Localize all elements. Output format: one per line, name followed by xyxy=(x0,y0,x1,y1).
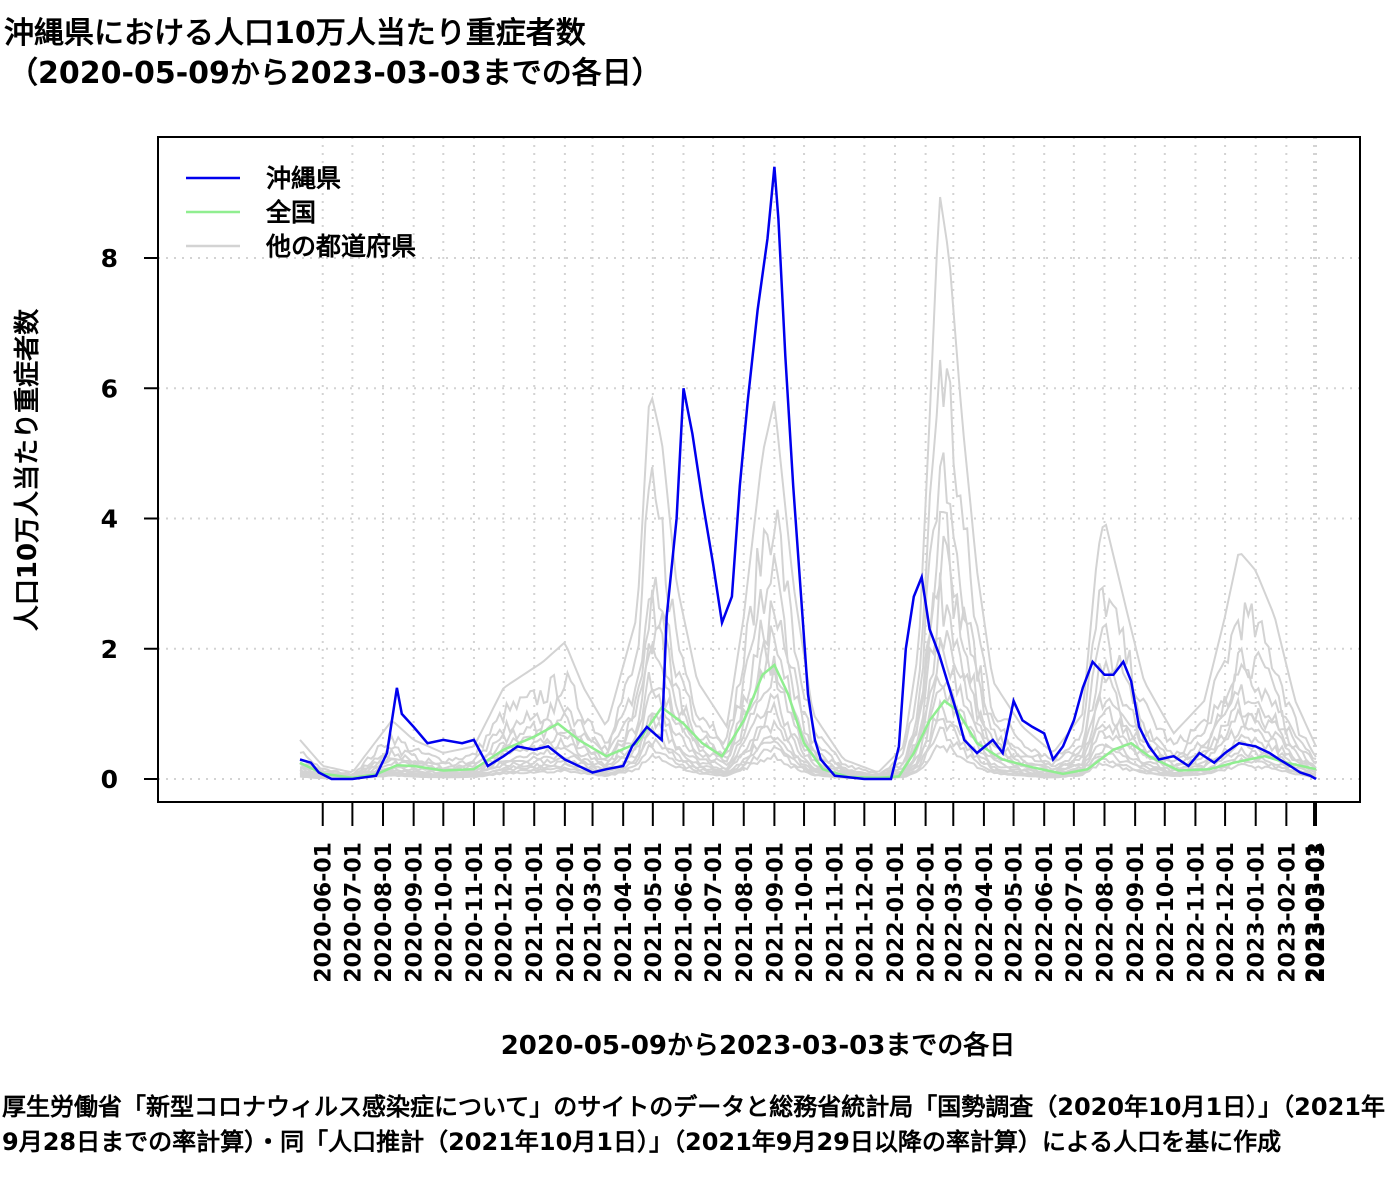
x-tick-label: 2020-09-01 xyxy=(403,842,428,983)
legend-label: 全国 xyxy=(265,198,316,227)
chart-title: 沖縄県における人口10万人当たり重症者数 （2020-05-09から2023-0… xyxy=(4,14,662,94)
x-tick-label: 2020-12-01 xyxy=(493,842,518,983)
x-tick-label: 2022-11-01 xyxy=(1184,842,1209,983)
y-axis: 0 2 4 6 8 xyxy=(101,244,158,794)
source-caption: 厚生労働省「新型コロナウィルス感染症について」のサイトのデータと総務省統計局「国… xyxy=(2,1093,1385,1156)
y-tick-label: 8 xyxy=(101,244,118,273)
other-prefecture-line xyxy=(299,452,1317,777)
x-axis: 2020-06-01 2020-07-01 2020-08-01 2020-09-01… xyxy=(312,802,1330,983)
chart-title-line1: 沖縄県における人口10万人当たり重症者数 xyxy=(4,16,586,51)
x-tick-label: 2022-06-01 xyxy=(1033,842,1058,983)
x-tick-label: 2023-01-01 xyxy=(1245,842,1270,983)
x-tick-label: 2022-09-01 xyxy=(1124,842,1149,983)
x-tick-label: 2020-08-01 xyxy=(372,842,397,983)
other-prefecture-line xyxy=(299,510,1317,777)
x-tick-label: 2020-10-01 xyxy=(432,842,457,983)
x-tick-label: 2021-05-01 xyxy=(642,842,667,983)
x-tick-label: 2022-04-01 xyxy=(973,842,998,983)
x-tick-label: 2023-03-01 xyxy=(1303,842,1328,983)
x-tick-label: 2021-07-01 xyxy=(702,842,727,983)
x-tick-label: 2021-02-01 xyxy=(554,842,579,983)
series-lines xyxy=(299,166,1317,781)
chart-title-line2: （2020-05-09から2023-03-03までの各日） xyxy=(8,56,662,91)
x-tick-label: 2023-02-01 xyxy=(1275,842,1300,983)
y-axis-label: 人口10万人当たり重症者数 xyxy=(12,308,43,631)
national-line xyxy=(299,663,1317,779)
y-tick-label: 2 xyxy=(101,635,118,664)
x-tick-label: 2022-03-01 xyxy=(942,842,967,983)
x-tick-label: 2021-11-01 xyxy=(824,842,849,983)
x-tick-label: 2023-03-03 xyxy=(1305,842,1330,983)
x-tick-label: 2021-09-01 xyxy=(763,842,788,983)
plot-frame xyxy=(157,136,1361,803)
other-prefecture-line xyxy=(299,684,1317,780)
x-tick-label: 2022-05-01 xyxy=(1003,842,1028,983)
x-tick-label: 2022-07-01 xyxy=(1063,842,1088,983)
x-tick-label: 2020-11-01 xyxy=(463,842,488,983)
legend-label: 他の都道府県 xyxy=(265,232,416,261)
x-axis-label: 2020-05-09から2023-03-03までの各日 xyxy=(501,1030,1016,1061)
x-tick-label: 2022-02-01 xyxy=(915,842,940,983)
y-tick-label: 4 xyxy=(101,505,118,534)
x-tick-label: 2021-04-01 xyxy=(612,842,637,983)
x-tick-label: 2021-08-01 xyxy=(733,842,758,983)
y-tick-label: 0 xyxy=(101,765,118,794)
x-tick-label: 2021-06-01 xyxy=(673,842,698,983)
x-tick-label: 2021-12-01 xyxy=(853,842,878,983)
legend-label: 沖縄県 xyxy=(266,164,341,193)
okinawa-line xyxy=(299,166,1317,781)
x-tick-label: 2021-10-01 xyxy=(793,842,818,983)
other-prefecture-line xyxy=(299,359,1317,776)
x-tick-label: 2021-01-01 xyxy=(523,842,548,983)
x-tick-label: 2020-06-01 xyxy=(312,842,337,983)
x-tick-label: 2022-10-01 xyxy=(1154,842,1179,983)
x-tick-label: 2020-07-01 xyxy=(341,842,366,983)
x-tick-label: 2021-03-01 xyxy=(582,842,607,983)
x-tick-label: 2022-12-01 xyxy=(1214,842,1239,983)
y-tick-label: 6 xyxy=(101,374,118,403)
x-tick-label: 2022-01-01 xyxy=(884,842,909,983)
x-tick-label: 2022-08-01 xyxy=(1094,842,1119,983)
other-prefecture-line xyxy=(299,743,1317,780)
